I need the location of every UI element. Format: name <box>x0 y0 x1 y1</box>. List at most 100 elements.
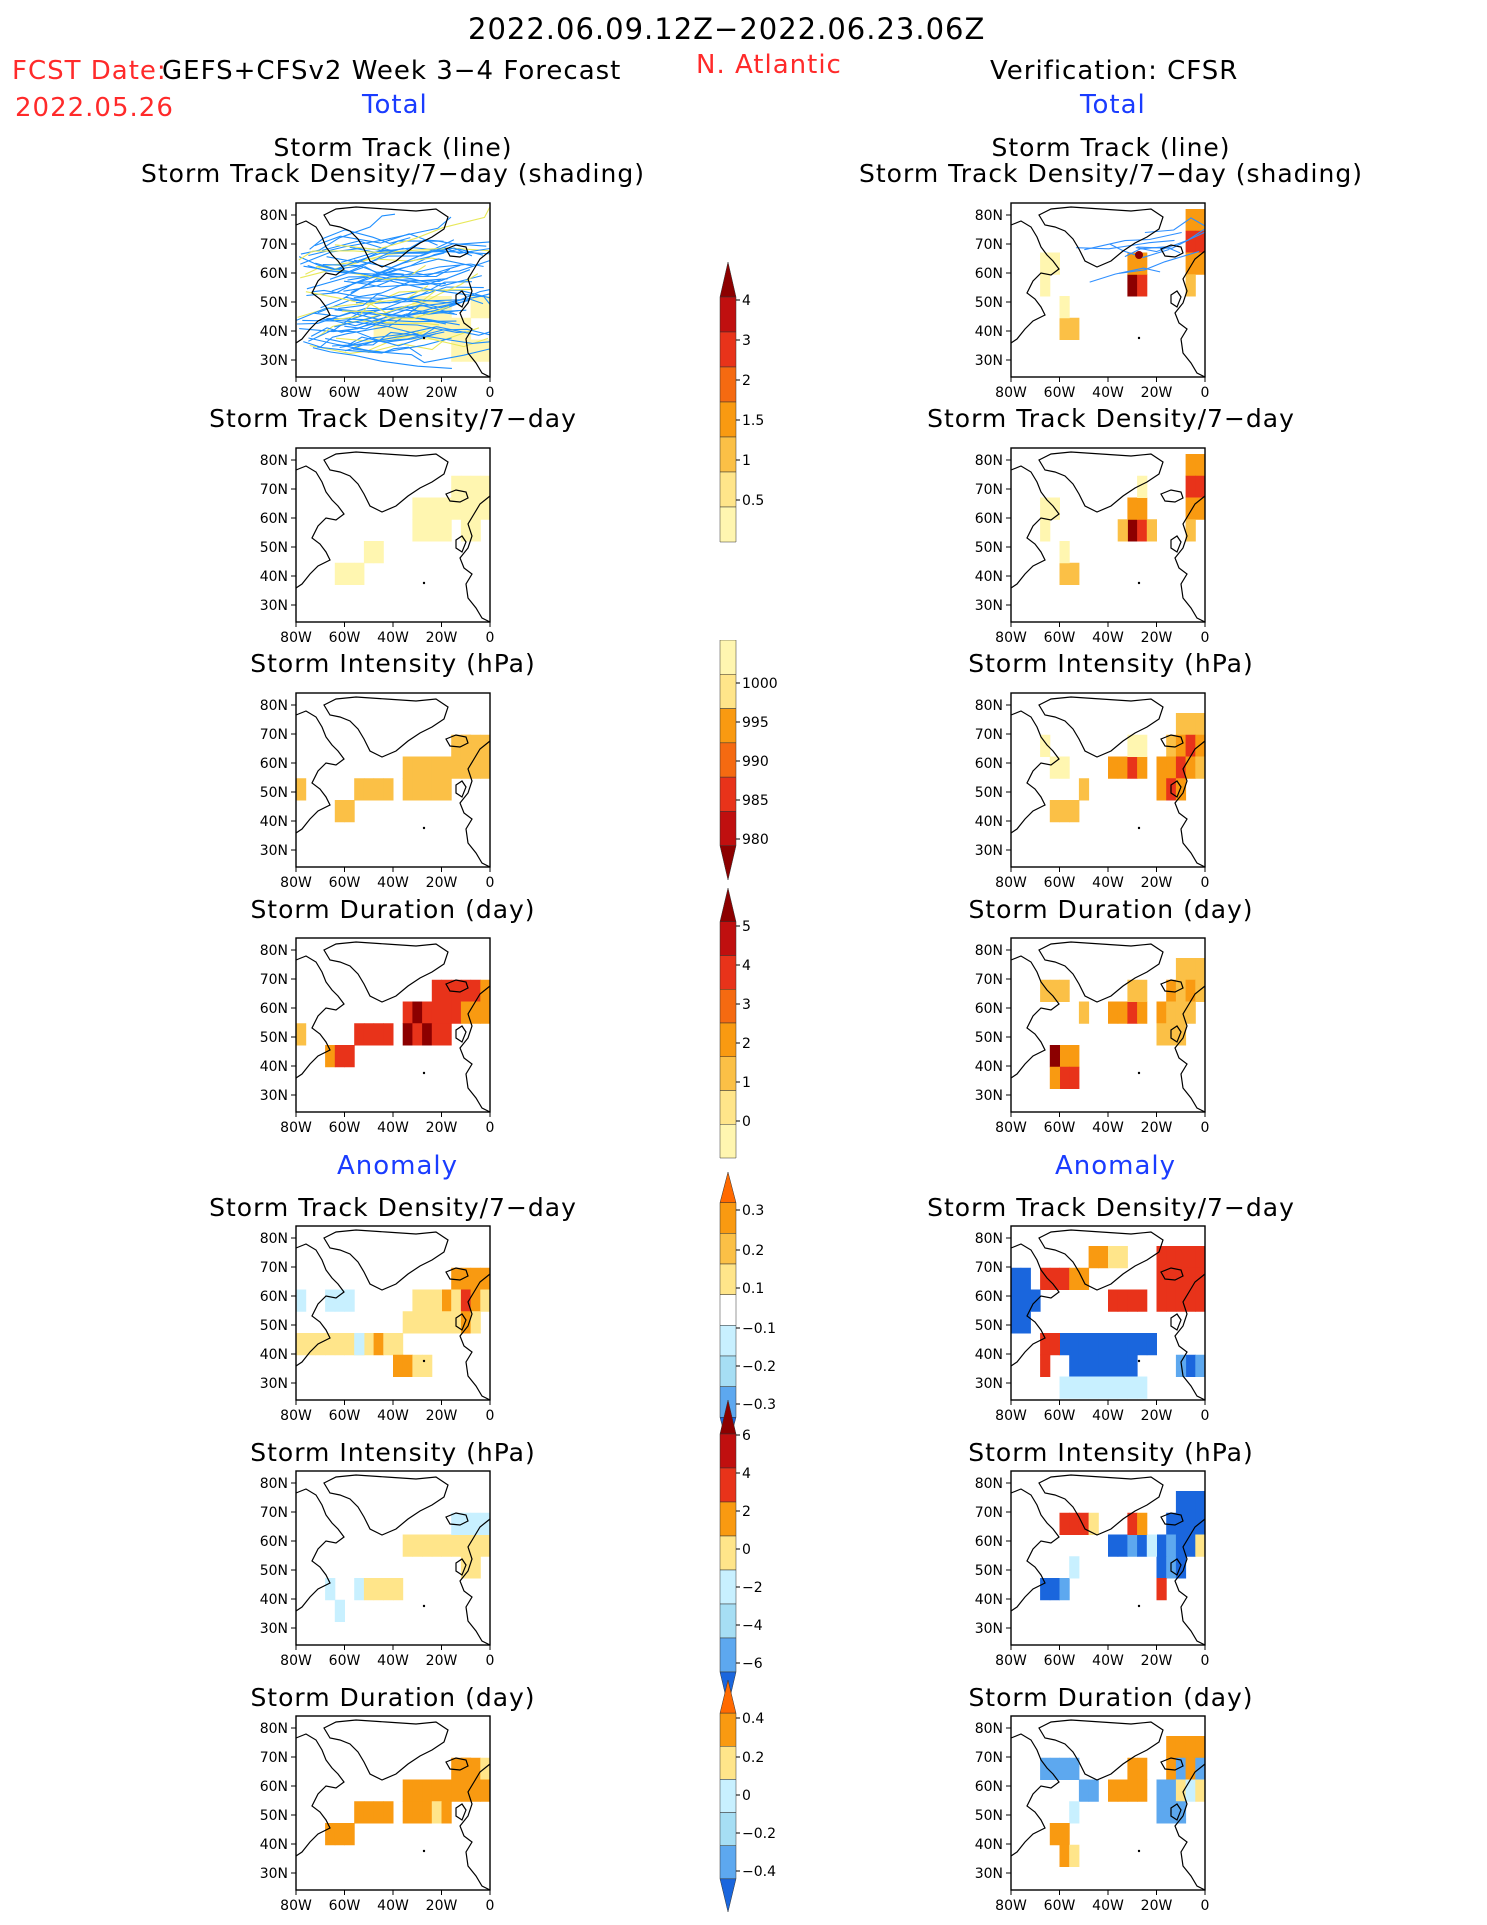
colorbar-intensity-anomaly: 6 4 2 0 −2 −4 −6 <box>719 1400 763 1707</box>
colorbar-segment <box>719 1603 737 1639</box>
lon-tick-label: 80W <box>995 875 1027 891</box>
north-america-coast <box>295 465 345 589</box>
colorbar-segment <box>719 366 737 403</box>
storm-track-line <box>308 216 452 257</box>
lon-tick-label: 20W <box>1141 875 1173 891</box>
shade-cell <box>451 1534 462 1557</box>
shade-cell <box>1195 1267 1206 1290</box>
lat-tick-label: 70N <box>260 1750 288 1766</box>
storm-track-line <box>1084 231 1182 251</box>
shade-cell <box>1108 1246 1119 1269</box>
shade-cell <box>460 1311 472 1334</box>
colorbar-label: 4 <box>742 958 751 974</box>
shade-cell <box>431 1534 442 1557</box>
storm-track-line <box>309 229 411 250</box>
right-panel-2-title: Storm Track Density/7−day <box>927 404 1295 433</box>
shade-cell <box>1030 1289 1041 1312</box>
lat-tick-label: 40N <box>260 569 288 585</box>
lat-tick-label: 30N <box>260 353 288 369</box>
shade-cell <box>1195 252 1206 275</box>
shade-cell <box>470 1779 481 1802</box>
lon-tick-label: 80W <box>995 385 1027 401</box>
shade-cell <box>334 800 345 823</box>
lat-tick-label: 40N <box>260 1059 288 1075</box>
storm-track-line <box>355 289 491 304</box>
left-panel-7-title: Storm Duration (day) <box>250 1683 536 1712</box>
shade-cell <box>1127 979 1138 1002</box>
colorbar-segment <box>719 506 737 543</box>
shade-cell <box>1185 1491 1196 1514</box>
shade-cell <box>383 1333 394 1356</box>
shade-cell <box>1166 1534 1177 1557</box>
colorbar-segment <box>719 1294 737 1326</box>
shade-cell <box>470 1289 481 1312</box>
shade-cell <box>1078 1779 1090 1802</box>
lon-tick-label: 20W <box>1141 1898 1173 1914</box>
map-verification-1: 80N 70N 60N 50N 40N 30N 80W 60W 40W 20W 0 <box>975 202 1209 401</box>
shade-cell <box>363 1333 375 1356</box>
colorbar-label: 2 <box>742 1036 751 1052</box>
shade-cell <box>1069 1512 1080 1535</box>
shade-cell <box>1108 1779 1119 1802</box>
shade-cell <box>1166 1512 1177 1535</box>
lon-tick-label: 0 <box>486 875 495 891</box>
iceland-coast <box>1160 979 1184 993</box>
shade-cell <box>1069 800 1080 823</box>
shade-cell <box>1040 497 1051 520</box>
shade-cell <box>1137 1333 1148 1356</box>
shade-cell <box>344 1045 355 1068</box>
lon-tick-label: 0 <box>1201 875 1210 891</box>
shade-cell <box>431 1779 442 1802</box>
shade-cell <box>1156 1023 1167 1046</box>
lat-tick-label: 60N <box>260 1534 288 1550</box>
lon-tick-label: 60W <box>329 630 361 646</box>
storm-track-line <box>333 290 437 321</box>
shade-cell <box>373 541 384 564</box>
shade-cell <box>412 778 423 801</box>
lon-tick-label: 20W <box>426 1898 458 1914</box>
shade-cell <box>402 1801 413 1824</box>
british-isles-coast <box>1170 1558 1182 1576</box>
shade-cell <box>480 296 491 319</box>
azores-marker <box>1137 1849 1141 1853</box>
shade-cell <box>451 317 462 340</box>
colorbar-label: 5 <box>742 919 751 935</box>
shade-cell <box>354 1801 365 1824</box>
shade-cell <box>1098 1333 1109 1356</box>
shade-cell <box>402 1311 413 1334</box>
shade-cell <box>470 1556 481 1579</box>
lon-tick-label: 80W <box>280 1653 312 1669</box>
shade-cell <box>1137 734 1148 757</box>
shade-cell <box>431 519 442 542</box>
shade-cell <box>1175 734 1187 757</box>
lon-tick-label: 80W <box>995 1898 1027 1914</box>
lon-tick-label: 80W <box>280 1120 312 1136</box>
region-label: N. Atlantic <box>696 50 842 80</box>
shade-cell <box>1049 979 1060 1002</box>
lon-tick-label: 80W <box>995 630 1027 646</box>
shade-cell <box>470 734 481 757</box>
lon-tick-label: 40W <box>377 1653 409 1669</box>
shade-cell <box>460 475 472 498</box>
azores-marker <box>422 1071 426 1075</box>
shade-cell <box>480 1534 491 1557</box>
lat-tick-label: 70N <box>260 1260 288 1276</box>
shade-cell <box>441 1001 452 1024</box>
shade-cell <box>1011 1289 1022 1312</box>
lon-tick-label: 0 <box>486 1653 495 1669</box>
storm-track-line <box>298 247 448 261</box>
lon-tick-label: 20W <box>426 385 458 401</box>
shade-cell <box>296 778 307 801</box>
storm-track-line <box>296 311 457 325</box>
lon-tick-label: 60W <box>329 1408 361 1424</box>
shade-cell <box>1108 1376 1119 1399</box>
shade-cell <box>470 1311 481 1334</box>
lon-tick-label: 0 <box>486 1120 495 1136</box>
british-isles-coast <box>1170 1025 1182 1043</box>
colorbar-segment <box>719 1878 737 1913</box>
shade-cell <box>1078 1333 1090 1356</box>
shade-cell <box>334 1823 345 1846</box>
shade-cell <box>402 1354 413 1377</box>
shade-cell <box>480 1512 491 1535</box>
shade-cell <box>1166 1757 1177 1780</box>
